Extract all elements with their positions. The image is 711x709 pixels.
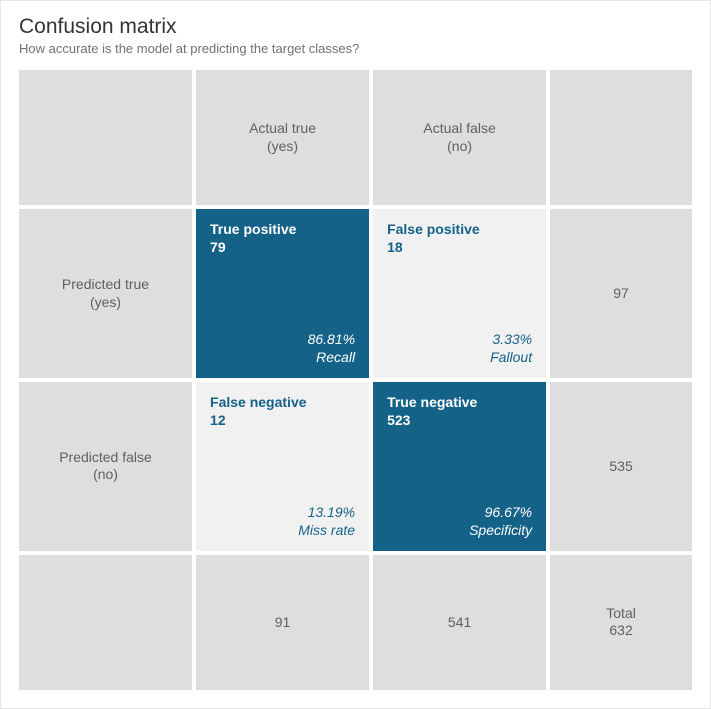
header-actual-true-line2: (yes): [267, 138, 298, 156]
total-actual-true: 91: [196, 555, 369, 690]
header-pred-true-line2: (yes): [90, 294, 121, 312]
total-grand: Total 632: [550, 555, 692, 690]
tp-percent: 86.81%: [210, 330, 355, 348]
header-pred-true-line1: Predicted true: [62, 276, 149, 294]
cell-true-negative: True negative 523 96.67% Specificity: [373, 382, 546, 551]
total-actual-false: 541: [373, 555, 546, 690]
total-pred-false-value: 535: [609, 458, 632, 476]
total-actual-true-value: 91: [275, 614, 291, 632]
card-title: Confusion matrix: [19, 15, 692, 39]
corner-bottom-left: [19, 555, 192, 690]
header-actual-false-line2: (no): [447, 138, 472, 156]
tn-label: True negative: [387, 394, 532, 412]
fp-metric: Fallout: [387, 348, 532, 366]
total-pred-true: 97: [550, 209, 692, 378]
header-actual-true: Actual true (yes): [196, 70, 369, 205]
fn-count: 12: [210, 412, 355, 430]
total-grand-label: Total: [606, 605, 636, 623]
cell-false-negative: False negative 12 13.19% Miss rate: [196, 382, 369, 551]
total-pred-true-value: 97: [613, 285, 629, 303]
header-actual-false-line1: Actual false: [423, 120, 495, 138]
fp-count: 18: [387, 239, 532, 257]
total-actual-false-value: 541: [448, 614, 471, 632]
tp-metric: Recall: [210, 348, 355, 366]
header-actual-false: Actual false (no): [373, 70, 546, 205]
fp-label: False positive: [387, 221, 532, 239]
tp-count: 79: [210, 239, 355, 257]
tn-metric: Specificity: [387, 521, 532, 539]
card-subtitle: How accurate is the model at predicting …: [19, 41, 692, 56]
header-pred-false-line1: Predicted false: [59, 449, 152, 467]
total-pred-false: 535: [550, 382, 692, 551]
corner-top-left: [19, 70, 192, 205]
cell-true-positive: True positive 79 86.81% Recall: [196, 209, 369, 378]
confusion-matrix-grid: Actual true (yes) Actual false (no) Pred…: [19, 70, 692, 690]
corner-top-right: [550, 70, 692, 205]
tn-count: 523: [387, 412, 532, 430]
header-actual-true-line1: Actual true: [249, 120, 316, 138]
header-pred-true: Predicted true (yes): [19, 209, 192, 378]
fn-metric: Miss rate: [210, 521, 355, 539]
header-pred-false: Predicted false (no): [19, 382, 192, 551]
fp-percent: 3.33%: [387, 330, 532, 348]
cell-false-positive: False positive 18 3.33% Fallout: [373, 209, 546, 378]
tp-label: True positive: [210, 221, 355, 239]
fn-label: False negative: [210, 394, 355, 412]
fn-percent: 13.19%: [210, 503, 355, 521]
total-grand-value: 632: [609, 622, 632, 640]
header-pred-false-line2: (no): [93, 466, 118, 484]
tn-percent: 96.67%: [387, 503, 532, 521]
confusion-matrix-card: Confusion matrix How accurate is the mod…: [0, 0, 711, 709]
